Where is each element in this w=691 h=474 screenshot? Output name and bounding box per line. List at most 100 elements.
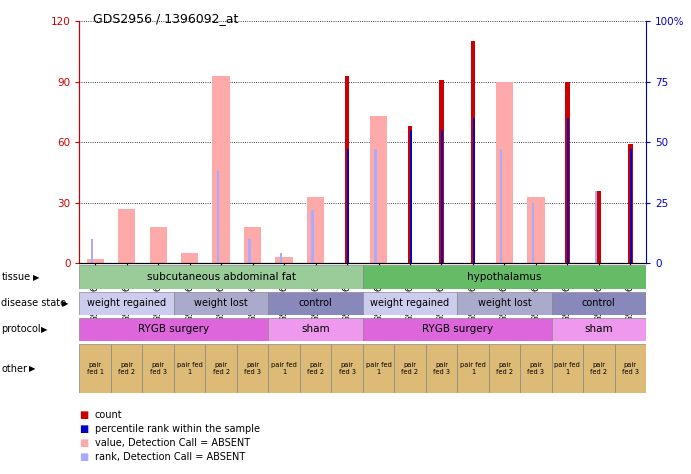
Text: pair
fed 2: pair fed 2 [496, 362, 513, 375]
Bar [205, 344, 237, 393]
Text: pair fed
1: pair fed 1 [271, 362, 297, 375]
Text: count: count [95, 410, 122, 420]
Text: pair
fed 3: pair fed 3 [244, 362, 261, 375]
Bar [79, 344, 111, 393]
Text: weight lost: weight lost [194, 298, 248, 309]
Text: pair
fed 3: pair fed 3 [339, 362, 356, 375]
Text: control: control [582, 298, 616, 309]
Bar [426, 344, 457, 393]
Bar [268, 344, 300, 393]
Bar [79, 265, 363, 289]
Text: tissue: tissue [1, 272, 30, 283]
Bar [91, 239, 93, 263]
Text: RYGB surgery: RYGB surgery [138, 324, 209, 335]
Bar [268, 318, 363, 341]
Bar [345, 76, 350, 263]
Bar [500, 149, 502, 263]
Bar [457, 344, 489, 393]
Bar [630, 149, 632, 263]
Bar [149, 227, 167, 263]
Text: pair
fed 2: pair fed 2 [401, 362, 419, 375]
Bar [410, 130, 412, 263]
Text: ▶: ▶ [29, 364, 35, 373]
Bar [565, 82, 570, 263]
Text: ■: ■ [79, 452, 88, 463]
Bar [520, 344, 551, 393]
Bar [268, 292, 363, 315]
Bar [142, 344, 174, 393]
Bar [531, 203, 534, 263]
Bar [527, 197, 545, 263]
Bar [217, 171, 219, 263]
Bar [280, 254, 282, 263]
Bar [174, 292, 268, 315]
Bar [347, 149, 349, 263]
Bar [489, 344, 520, 393]
Bar [567, 118, 569, 263]
Text: pair fed
1: pair fed 1 [554, 362, 580, 375]
Bar [118, 209, 135, 263]
Bar [276, 257, 293, 263]
Text: subcutaneous abdominal fat: subcutaneous abdominal fat [146, 272, 296, 283]
Text: pair
fed 3: pair fed 3 [527, 362, 545, 375]
Text: value, Detection Call = ABSENT: value, Detection Call = ABSENT [95, 438, 249, 448]
Bar [551, 292, 646, 315]
Text: weight lost: weight lost [477, 298, 531, 309]
Bar [614, 344, 646, 393]
Bar [495, 82, 513, 263]
Bar [244, 227, 261, 263]
Text: protocol: protocol [1, 324, 41, 335]
Bar [457, 292, 551, 315]
Bar [312, 210, 314, 263]
Bar [551, 318, 646, 341]
Bar [375, 149, 377, 263]
Text: ▶: ▶ [41, 325, 48, 334]
Text: pair fed
1: pair fed 1 [177, 362, 202, 375]
Text: pair
fed 2: pair fed 2 [118, 362, 135, 375]
Bar [471, 42, 475, 263]
Bar [212, 76, 230, 263]
Bar [439, 80, 444, 263]
Text: ▶: ▶ [62, 299, 68, 308]
Bar [79, 292, 174, 315]
Text: pair fed
1: pair fed 1 [460, 362, 486, 375]
Text: RYGB surgery: RYGB surgery [422, 324, 493, 335]
Bar [363, 265, 646, 289]
Bar [473, 118, 475, 263]
Text: pair
fed 2: pair fed 2 [590, 362, 607, 375]
Text: pair
fed 3: pair fed 3 [433, 362, 450, 375]
Bar [395, 344, 426, 393]
Text: disease state: disease state [1, 298, 66, 309]
Bar [628, 144, 633, 263]
Text: ▶: ▶ [33, 273, 39, 282]
Bar [583, 344, 614, 393]
Text: percentile rank within the sample: percentile rank within the sample [95, 424, 260, 434]
Bar [596, 191, 601, 263]
Text: pair
fed 3: pair fed 3 [622, 362, 639, 375]
Text: weight regained: weight regained [370, 298, 450, 309]
Bar [111, 344, 142, 393]
Bar [595, 191, 597, 263]
Text: sham: sham [585, 324, 613, 335]
Bar [331, 344, 363, 393]
Bar [86, 259, 104, 263]
Text: control: control [299, 298, 332, 309]
Bar [363, 292, 457, 315]
Bar [181, 253, 198, 263]
Bar [370, 116, 387, 263]
Bar [79, 318, 268, 341]
Text: GDS2956 / 1396092_at: GDS2956 / 1396092_at [93, 12, 238, 25]
Text: ■: ■ [79, 438, 88, 448]
Bar [174, 344, 205, 393]
Text: pair
fed 2: pair fed 2 [307, 362, 324, 375]
Text: rank, Detection Call = ABSENT: rank, Detection Call = ABSENT [95, 452, 245, 463]
Bar [551, 344, 583, 393]
Bar [363, 318, 551, 341]
Text: hypothalamus: hypothalamus [467, 272, 542, 283]
Text: pair
fed 2: pair fed 2 [213, 362, 229, 375]
Bar [408, 126, 413, 263]
Bar [248, 239, 251, 263]
Bar [442, 130, 444, 263]
Bar [300, 344, 331, 393]
Text: other: other [1, 364, 28, 374]
